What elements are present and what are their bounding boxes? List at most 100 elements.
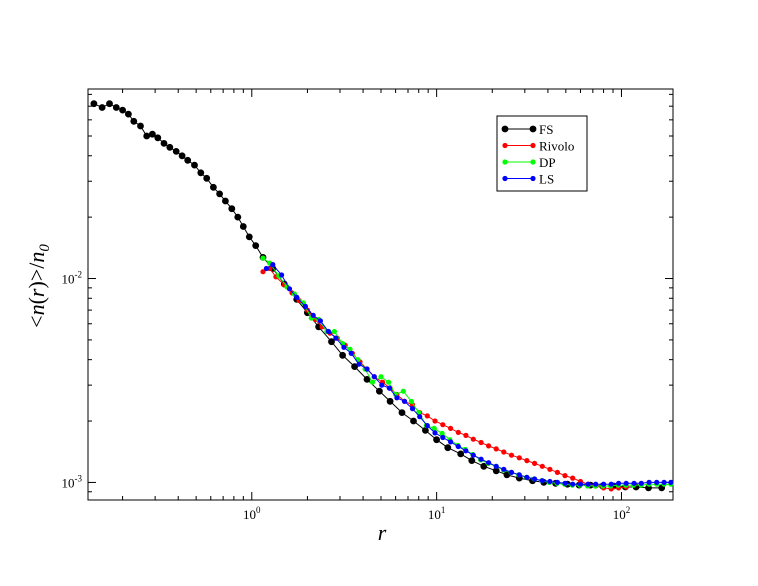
x-tick-base: 10 <box>243 507 256 522</box>
data-point <box>378 374 384 380</box>
data-point <box>638 480 644 486</box>
legend-label-ls: LS <box>539 172 554 187</box>
data-point <box>440 422 446 428</box>
x-axis-ticks: 100 101 102 <box>122 89 631 522</box>
data-point <box>532 476 538 482</box>
y-label-paren-close: ) <box>24 281 49 288</box>
data-point <box>331 328 337 335</box>
data-point <box>508 469 515 475</box>
data-point <box>516 472 522 478</box>
data-point <box>444 444 452 452</box>
data-point <box>228 205 236 213</box>
data-point <box>524 474 530 480</box>
y-label-n: n <box>24 304 49 315</box>
data-point <box>386 385 392 391</box>
data-point <box>547 478 553 485</box>
y-label-r: r <box>24 288 49 297</box>
data-point <box>347 346 353 352</box>
series-ls <box>263 262 674 487</box>
data-point <box>646 479 652 485</box>
data-point <box>143 132 151 140</box>
data-point <box>106 100 113 108</box>
data-point <box>398 409 406 416</box>
data-point <box>409 406 416 412</box>
data-point <box>348 350 354 356</box>
data-point <box>478 456 484 462</box>
data-point <box>486 460 492 466</box>
data-point <box>234 213 242 221</box>
data-point <box>401 398 408 404</box>
data-point <box>577 481 584 487</box>
data-point <box>294 294 300 300</box>
y-label-close: >/ <box>24 262 49 281</box>
data-point <box>508 452 515 458</box>
data-point <box>554 479 561 485</box>
data-point <box>119 106 126 114</box>
legend-label-dp: DP <box>539 155 556 170</box>
data-point <box>210 183 217 191</box>
y-label-subscript: 0 <box>37 244 53 252</box>
data-point <box>455 443 461 450</box>
data-point <box>172 148 180 155</box>
data-point <box>222 197 229 205</box>
data-point <box>585 481 591 487</box>
data-point <box>325 328 332 335</box>
data-point <box>668 479 674 485</box>
legend-marker-ls <box>530 175 536 182</box>
data-point <box>562 473 568 479</box>
data-point <box>570 481 576 487</box>
x-tick-base: 10 <box>428 507 441 522</box>
data-point <box>448 425 454 431</box>
x-tick-base: 10 <box>613 507 626 522</box>
data-point <box>470 436 476 442</box>
data-point <box>424 413 430 419</box>
series-dp <box>260 255 674 489</box>
data-point <box>616 480 622 486</box>
y-tick-label: 10-2 <box>62 270 83 287</box>
data-point <box>371 374 377 380</box>
legend-label-rivolo: Rivolo <box>539 139 574 154</box>
data-point <box>439 430 445 436</box>
data-point <box>302 303 308 309</box>
data-point <box>410 417 417 425</box>
data-point <box>245 233 253 241</box>
y-label-denom: n <box>24 252 49 263</box>
x-tick-exponent: 2 <box>626 505 631 515</box>
data-point <box>422 427 429 434</box>
y-axis-label: <n(r)>/n0 <box>24 244 53 328</box>
data-point <box>386 379 392 385</box>
data-point <box>631 480 637 486</box>
data-point <box>310 312 316 318</box>
data-point <box>130 117 138 125</box>
data-point <box>417 414 423 420</box>
y-label-paren-open: ( <box>24 297 49 304</box>
data-point <box>478 439 484 446</box>
x-tick-label: 101 <box>428 505 446 522</box>
data-point <box>394 395 400 401</box>
x-axis-label: r <box>378 520 387 545</box>
data-point <box>440 434 446 441</box>
data-point <box>166 143 174 151</box>
data-point <box>408 398 414 404</box>
data-point <box>191 161 198 169</box>
data-point <box>379 382 385 388</box>
legend-marker-dp <box>502 159 508 165</box>
data-point <box>216 190 224 198</box>
data-point <box>623 480 629 486</box>
data-point <box>363 376 371 383</box>
data-point <box>480 462 488 470</box>
data-point <box>432 418 438 424</box>
data-point <box>539 478 545 484</box>
data-point <box>457 450 465 458</box>
data-point <box>124 110 132 118</box>
data-point <box>501 466 507 472</box>
y-tick-label: 10-3 <box>62 473 83 490</box>
data-point <box>608 481 614 487</box>
data-point <box>501 449 507 455</box>
data-point <box>270 262 276 268</box>
data-point <box>263 265 269 272</box>
data-point <box>90 100 98 108</box>
y-label-open: < <box>24 315 49 327</box>
y-tick-base: 10 <box>62 475 75 490</box>
